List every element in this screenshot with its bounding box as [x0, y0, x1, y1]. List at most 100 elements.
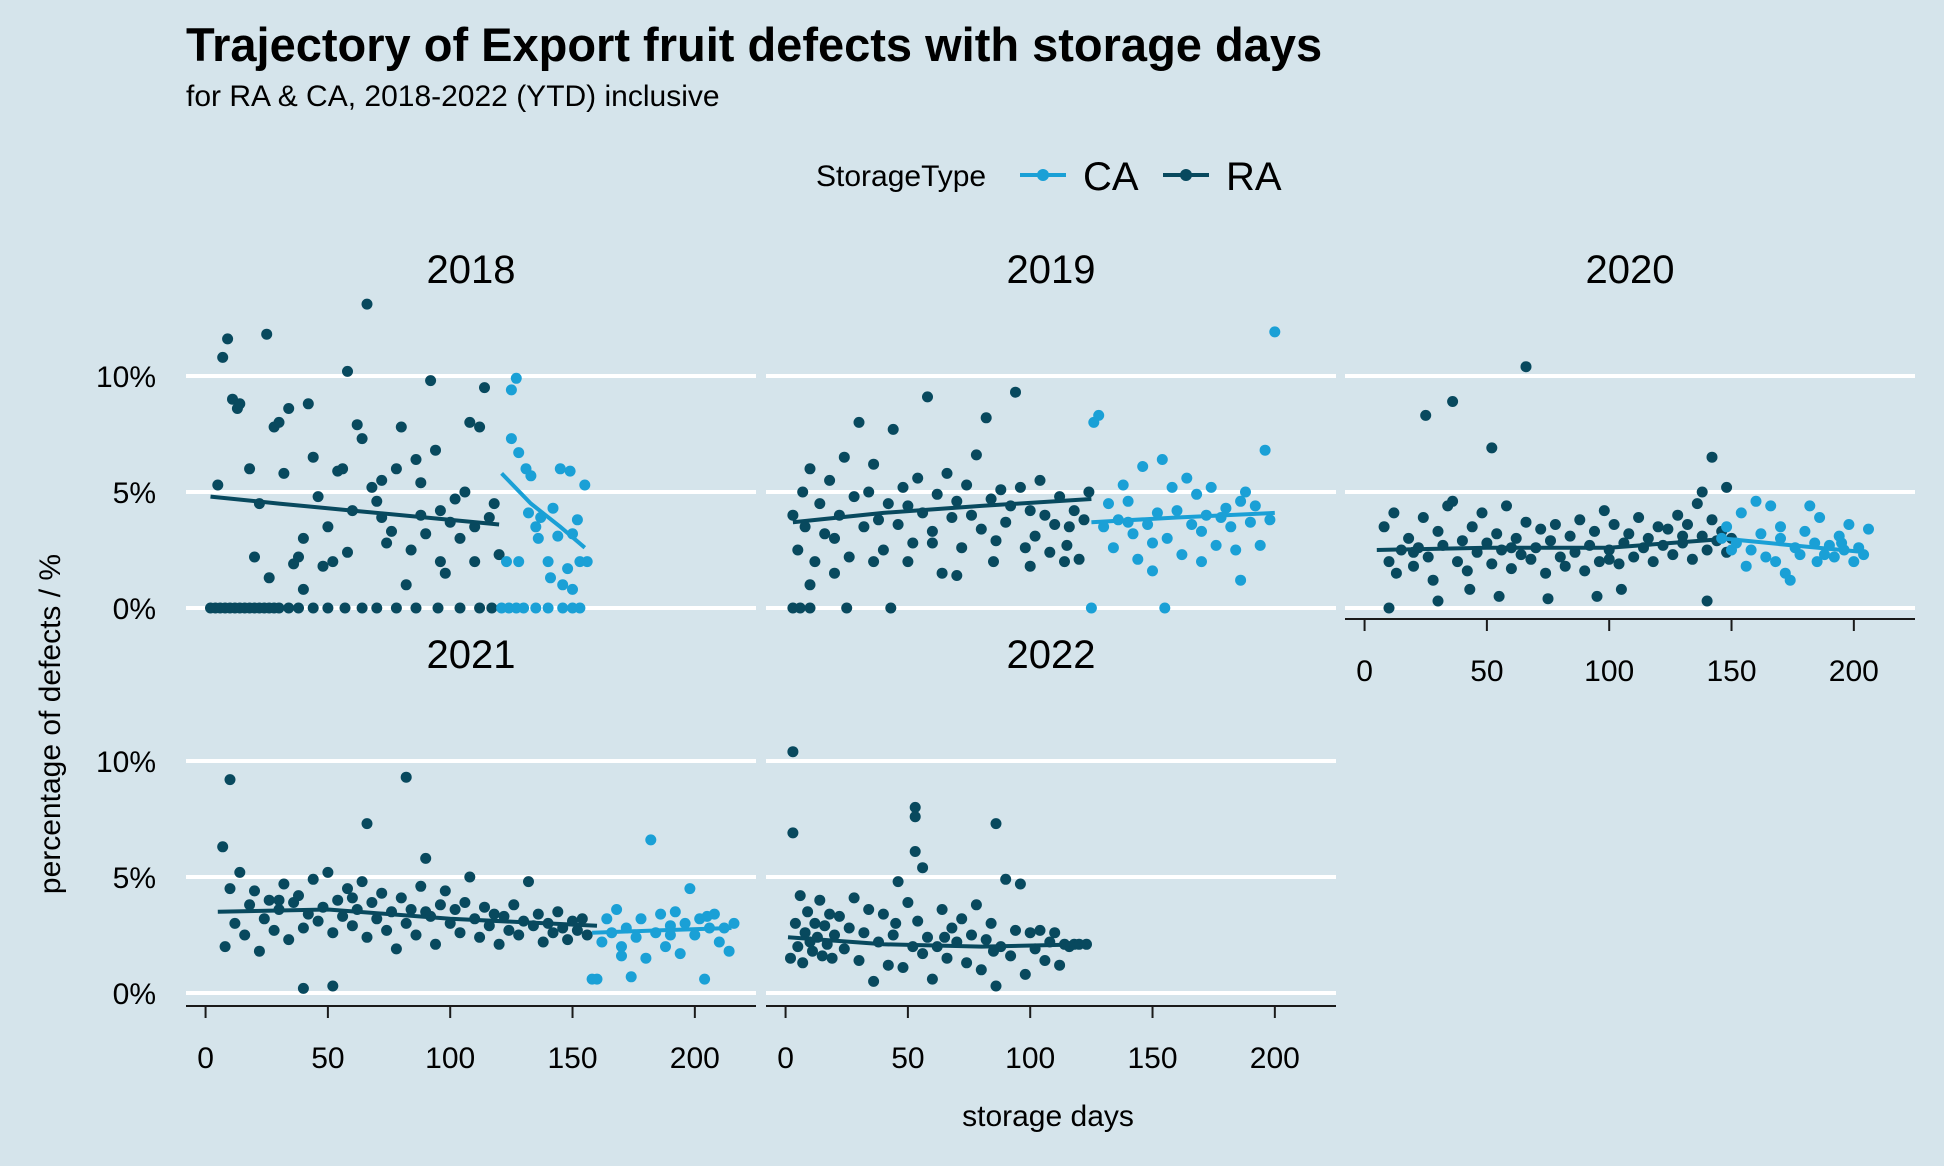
data-point	[222, 333, 234, 345]
data-point	[430, 938, 441, 950]
data-point	[596, 936, 608, 948]
data-point	[469, 556, 481, 568]
data-point	[1765, 500, 1777, 512]
data-point	[1073, 553, 1085, 565]
data-point	[576, 913, 588, 925]
data-point	[787, 746, 799, 758]
data-point	[723, 945, 735, 957]
data-point	[581, 929, 593, 941]
data-point	[1254, 539, 1266, 551]
data-point	[1417, 512, 1429, 523]
data-point	[1461, 565, 1473, 577]
data-point	[863, 904, 875, 915]
data-point	[679, 917, 691, 929]
data-point	[503, 924, 515, 936]
data-point	[420, 906, 432, 918]
data-point	[1799, 525, 1811, 537]
data-point	[547, 927, 559, 939]
data-point	[395, 421, 407, 433]
data-point	[1014, 878, 1026, 890]
data-point	[415, 880, 427, 892]
data-point	[1083, 486, 1095, 498]
data-point	[217, 351, 229, 363]
data-point	[912, 915, 924, 927]
data-point	[337, 910, 349, 922]
trend-line	[787, 935, 1087, 949]
data-point	[1264, 514, 1276, 526]
data-point	[1137, 461, 1149, 472]
x-tick-label: 50	[891, 1042, 924, 1075]
data-point	[312, 915, 324, 927]
data-point	[887, 423, 899, 435]
x-axis-label: storage days	[962, 1100, 1134, 1133]
data-point	[293, 551, 304, 563]
data-point	[961, 479, 973, 491]
data-point	[1652, 521, 1664, 533]
data-point	[283, 602, 295, 614]
data-point	[1721, 481, 1733, 493]
data-point	[297, 922, 309, 934]
data-point	[263, 572, 275, 584]
data-point	[390, 463, 402, 475]
data-point	[1794, 549, 1806, 561]
panel-title-2019: 2019	[1007, 248, 1096, 292]
data-point	[1574, 514, 1586, 526]
data-point	[1244, 516, 1256, 528]
data-point	[268, 924, 280, 936]
data-point	[701, 910, 713, 922]
data-point	[858, 521, 870, 533]
data-point	[1044, 546, 1056, 558]
data-point	[797, 486, 809, 498]
data-point	[1672, 509, 1684, 521]
data-point	[454, 927, 466, 939]
data-point	[415, 477, 427, 489]
series-ra-2019	[787, 386, 1095, 614]
data-point	[890, 917, 902, 929]
y-axis-label: percentage of defects / %	[34, 554, 67, 894]
trend-line	[1091, 510, 1275, 525]
data-point	[995, 484, 1007, 496]
data-point	[327, 980, 339, 992]
data-point	[926, 525, 938, 537]
data-point	[1034, 474, 1046, 486]
data-point	[873, 514, 884, 526]
data-point	[545, 572, 556, 584]
data-point	[990, 535, 1002, 547]
y-tick-label: 10%	[96, 361, 156, 394]
data-point	[988, 556, 999, 568]
data-point	[258, 913, 270, 925]
data-point	[1598, 505, 1610, 517]
data-point	[562, 934, 574, 946]
data-point	[386, 525, 397, 537]
data-point	[799, 927, 811, 939]
data-point	[366, 481, 378, 493]
panel-title-2021: 2021	[427, 633, 516, 677]
data-point	[459, 897, 471, 908]
data-point	[909, 846, 921, 857]
data-point	[1196, 556, 1207, 568]
series-ca-2018	[496, 372, 593, 614]
data-point	[346, 920, 358, 932]
data-point	[1505, 563, 1517, 575]
data-point	[1078, 514, 1090, 526]
data-point	[410, 602, 422, 614]
data-point	[224, 774, 236, 786]
data-point	[1520, 516, 1532, 528]
data-point	[1667, 549, 1679, 561]
data-point	[510, 372, 522, 384]
data-point	[366, 897, 378, 908]
data-point	[829, 929, 840, 941]
data-point	[616, 950, 627, 962]
data-point	[317, 560, 329, 572]
x-tick-label: 100	[425, 1042, 475, 1075]
data-point	[625, 971, 637, 983]
trend-line	[210, 494, 500, 527]
data-point	[342, 883, 353, 895]
data-point	[1269, 326, 1281, 338]
data-point	[990, 818, 1002, 830]
data-point	[474, 421, 486, 433]
data-point	[1545, 535, 1556, 547]
data-point	[1564, 530, 1576, 542]
data-point	[1147, 537, 1158, 549]
data-point	[902, 897, 914, 908]
